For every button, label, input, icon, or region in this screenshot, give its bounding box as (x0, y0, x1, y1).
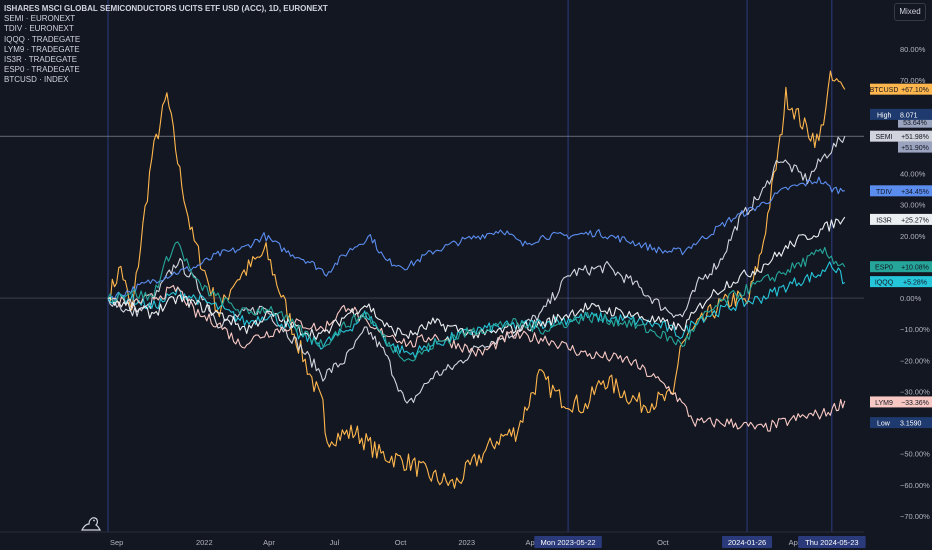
value-badge-label: 53.64% (903, 120, 927, 127)
x-tick-label: Sep (110, 538, 123, 547)
crosshair-date-badge (722, 536, 773, 548)
crosshair-date-badge (534, 536, 602, 548)
x-tick-label: 2023 (458, 538, 475, 547)
series-value-badge (898, 83, 932, 95)
series-name-badge (870, 185, 898, 197)
crosshair-date-label: Thu 2024-05-23 (805, 538, 858, 547)
legend-item[interactable]: ESP0 · TRADEGATE (4, 65, 80, 75)
series-name-badge (870, 276, 898, 288)
y-tick-label: −70.00% (900, 512, 930, 521)
series-line-esp0[interactable] (107, 241, 846, 362)
series-value-label: +10.08% (901, 265, 929, 272)
high-badge (870, 108, 932, 120)
chart-legend: ISHARES MSCI GLOBAL SEMICONDUCTORS UCITS… (4, 4, 328, 86)
y-tick-label: −30.00% (900, 387, 930, 396)
high-value: 8.071 (900, 112, 918, 119)
series-name-label: LYM9 (875, 400, 893, 407)
low-label: Low (877, 421, 891, 428)
series-line-iqqq[interactable] (107, 261, 846, 359)
series-name-badge (870, 83, 898, 95)
value-badge (898, 141, 932, 153)
crosshair-date-label: 2024-01-26 (728, 538, 766, 547)
series-value-label: +25.27% (901, 217, 929, 224)
time-axis-area[interactable] (0, 532, 864, 550)
series-value-label: +34.45% (901, 189, 929, 196)
series-value-badge (898, 213, 932, 225)
legend-item[interactable]: TDIV · EURONEXT (4, 24, 74, 34)
series-name-badge (870, 396, 898, 408)
y-tick-label: 40.00% (900, 170, 926, 179)
series-line-semi[interactable] (107, 136, 846, 404)
series-value-badge (898, 185, 932, 197)
series-value-label: −33.36% (901, 400, 929, 407)
series-name-label: TDIV (876, 189, 892, 196)
y-tick-label: −20.00% (900, 356, 930, 365)
series-line-tdiv[interactable] (107, 176, 845, 301)
series-value-badge (898, 276, 932, 288)
series-name-badge (870, 261, 898, 273)
series-line-btcusd[interactable] (107, 70, 846, 489)
y-tick-label: −10.00% (900, 325, 930, 334)
series-value-label: +51.98% (901, 134, 929, 141)
x-tick-label: Apr (263, 538, 275, 547)
series-value-label: +5.28% (903, 280, 927, 287)
value-badge-label: +51.90% (901, 145, 929, 152)
series-value-badge (898, 396, 932, 408)
x-tick-label: Apr (526, 538, 538, 547)
legend-item[interactable]: IQQQ · TRADEGATE (4, 34, 81, 44)
legend-item[interactable]: IS3R · TRADEGATE (4, 55, 78, 65)
x-tick-label: Apr (789, 538, 801, 547)
tradingview-logo-icon (81, 517, 101, 531)
series-name-label: BTCUSD (870, 87, 899, 94)
legend-item[interactable]: LYM9 · TRADEGATE (4, 44, 80, 54)
legend-item[interactable]: SEMI · EURONEXT (4, 14, 76, 24)
value-badge (898, 116, 932, 128)
y-tick-label: 80.00% (900, 45, 926, 54)
series-name-label: IQQQ (875, 280, 894, 287)
x-tick-label: Oct (395, 538, 408, 547)
scale-mode-button[interactable]: Mixed (894, 3, 926, 21)
series-name-badge (870, 130, 898, 142)
series-value-badge (898, 130, 932, 142)
series-line-lym9[interactable] (107, 284, 846, 432)
series-name-label: IS3R (876, 217, 892, 224)
high-label: High (877, 112, 892, 119)
y-tick-label: 0.00% (900, 294, 922, 303)
low-badge (870, 417, 932, 429)
series-name-label: SEMI (875, 134, 892, 141)
crosshair-date-label: Mon 2023-05-22 (541, 538, 596, 547)
y-tick-label: −50.00% (900, 450, 930, 459)
y-tick-label: 30.00% (900, 201, 926, 210)
series-value-badge (898, 261, 932, 273)
y-tick-label: 20.00% (900, 232, 926, 241)
y-tick-label: −60.00% (900, 481, 930, 490)
series-value-label: +67.10% (901, 87, 929, 94)
series-name-badge (870, 213, 898, 225)
y-tick-label: 70.00% (900, 76, 926, 85)
chart-title: ISHARES MSCI GLOBAL SEMICONDUCTORS UCITS… (4, 4, 328, 13)
x-tick-label: Jul (330, 538, 340, 547)
legend-item[interactable]: BTCUSD · INDEX (4, 75, 69, 85)
low-value: 3.1590 (900, 421, 922, 428)
series-name-label: ESP0 (875, 265, 893, 272)
series-line-is3r[interactable] (107, 216, 846, 340)
x-tick-label: 2022 (196, 538, 213, 547)
crosshair-date-badge (798, 536, 866, 548)
x-tick-label: Oct (657, 538, 670, 547)
